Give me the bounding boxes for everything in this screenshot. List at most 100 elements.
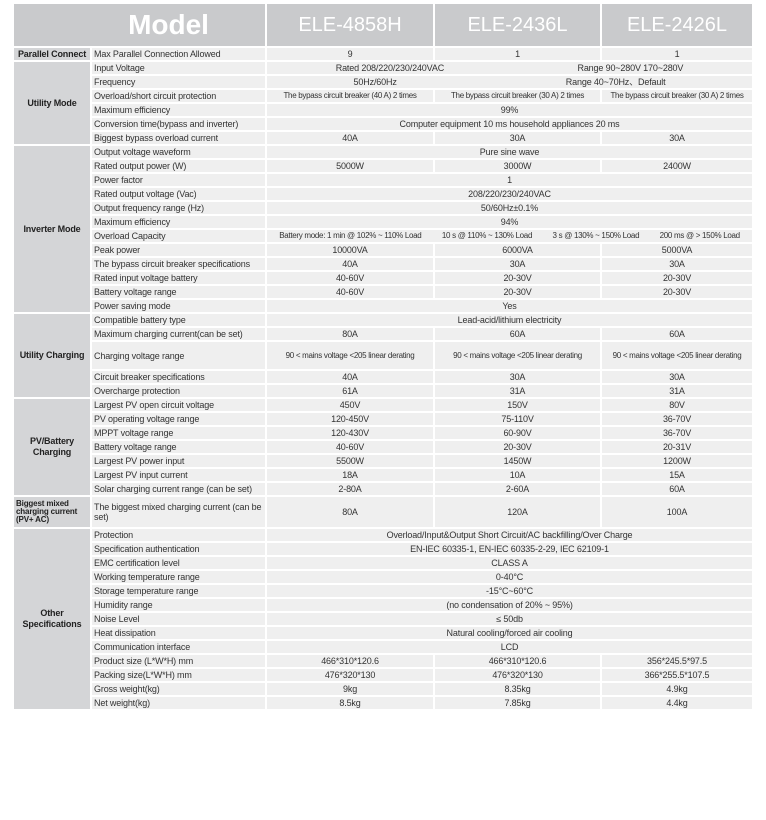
param-label: Battery voltage range <box>89 439 268 455</box>
spec-value: 7.85kg <box>433 695 603 711</box>
spec-value: 90 < mains voltage <205 linear derating <box>265 340 436 371</box>
spec-value: 6000VA <box>433 242 603 258</box>
spec-value: 36-70V <box>600 425 755 441</box>
param-label: Maximum charging current(can be set) <box>89 326 268 342</box>
param-label: Conversion time(bypass and inverter) <box>89 116 268 132</box>
spec-value-merged: Pure sine wave <box>265 144 755 160</box>
spec-value-merged: 0-40°C <box>265 569 755 585</box>
param-label: Circuit breaker specifications <box>89 369 268 385</box>
spec-value: 15A <box>600 467 755 483</box>
spec-value: 31A <box>433 383 603 399</box>
param-label: Largest PV power input <box>89 453 268 469</box>
model-name: ELE-4858H <box>265 2 436 48</box>
param-label: Rated output power (W) <box>89 158 268 174</box>
spec-value: 120A <box>433 495 603 529</box>
table-row: Biggest bypass overload current 40A 30A 30A <box>13 130 755 146</box>
spec-value: 5000VA <box>600 242 755 258</box>
header-row: Model ELE-4858H ELE-2436L ELE-2426L <box>11 2 755 48</box>
spec-value: 466*310*120.6 <box>433 653 603 669</box>
spec-value: 20-30V <box>600 270 755 286</box>
spec-value-merged: 208/220/230/240VAC <box>265 186 755 202</box>
group-label: PV/Battery Charging <box>12 397 92 497</box>
param-label: Rated input voltage battery <box>89 270 268 286</box>
table-row: Humidity range (no condensation of 20% ~ … <box>13 597 755 613</box>
param-label: The biggest mixed charging current (can … <box>89 495 268 529</box>
spec-value: 36-70V <box>600 411 755 427</box>
value-parts: 50Hz/60Hz Range 40~70Hz、Default <box>269 77 750 87</box>
spec-value-merged: 1 <box>265 172 755 188</box>
param-label: Output voltage waveform <box>89 144 268 160</box>
param-label: Noise Level <box>89 611 268 627</box>
value-part: Rated 208/220/230/240VAC <box>335 63 445 73</box>
spec-value: 450V <box>265 397 436 413</box>
spec-value: 2400W <box>600 158 755 174</box>
param-label: MPPT voltage range <box>89 425 268 441</box>
spec-value: 20-30V <box>600 284 755 300</box>
spec-value: 30A <box>433 130 603 146</box>
table-row: Rated input voltage battery 40-60V 20-30V 2… <box>13 270 755 286</box>
table-row: EMC certification level CLASS A <box>13 555 755 571</box>
spec-value: 60-90V <box>433 425 603 441</box>
spec-value: 356*245.5*97.5 <box>600 653 755 669</box>
spec-value: 40-60V <box>265 270 436 286</box>
spec-value: 10A <box>433 467 603 483</box>
spec-value: 1450W <box>433 453 603 469</box>
model-name: ELE-2436L <box>433 2 603 48</box>
table-row: Maximum charging current(can be set) 80A 6… <box>13 326 755 342</box>
group-label: Parallel Connect <box>12 46 92 62</box>
spec-value: 31A <box>600 383 755 399</box>
value-part: 10 s @ 110% ~ 130% Load <box>441 231 533 240</box>
spec-value: 8.5kg <box>265 695 436 711</box>
param-label: Net weight(kg) <box>89 695 268 711</box>
spec-value-merged: ≤ 50db <box>265 611 755 627</box>
spec-value: 30A <box>600 130 755 146</box>
table-row: Overload Capacity Battery mode: 1 min @ 1… <box>13 228 755 244</box>
spec-value: 20-31V <box>600 439 755 455</box>
spec-value: 1200W <box>600 453 755 469</box>
value-part: Range 90~280V 170~280V <box>577 63 684 73</box>
table-row: Noise Level ≤ 50db <box>13 611 755 627</box>
spec-value: 20-30V <box>433 284 603 300</box>
model-name: ELE-2426L <box>600 2 755 48</box>
spec-value: The bypass circuit breaker (30 A) 2 time… <box>433 88 603 104</box>
table-row: Communication interface LCD <box>13 639 755 655</box>
spec-value: 9 <box>265 46 436 62</box>
spec-value: 30A <box>600 256 755 272</box>
spec-value: 4.4kg <box>600 695 755 711</box>
table-row: Battery voltage range 40-60V 20-30V 20-31V <box>13 439 755 455</box>
spec-value: 476*320*130 <box>433 667 603 683</box>
spec-value: 10000VA <box>265 242 436 258</box>
spec-value: 40-60V <box>265 439 436 455</box>
param-label: Overload/short circuit protection <box>89 88 268 104</box>
group-label: Other Specifications <box>12 527 92 711</box>
spec-value: 5500W <box>265 453 436 469</box>
spec-value: 80A <box>265 326 436 342</box>
value-parts: Battery mode: 1 min @ 102% ~ 110% Load 10… <box>269 231 750 241</box>
spec-value: 2-80A <box>265 481 436 497</box>
table-row: Utility Charging Compatible battery type L… <box>12 312 755 399</box>
spec-value-merged: (no condensation of 20% ~ 95%) <box>265 597 755 613</box>
spec-value: 3000W <box>433 158 603 174</box>
param-label: Battery voltage range <box>89 284 268 300</box>
table-row: Utility Mode Input Voltage Rated 208/220/2… <box>12 60 755 146</box>
param-label: Humidity range <box>89 597 268 613</box>
param-label: Compatible battery type <box>89 312 268 328</box>
table-row: Power saving mode Yes <box>13 298 755 314</box>
param-label: Power factor <box>89 172 268 188</box>
param-label: Largest PV input current <box>89 467 268 483</box>
spec-value: 40A <box>265 369 436 385</box>
param-label: Output frequency range (Hz) <box>89 200 268 216</box>
table-row: The bypass circuit breaker specification… <box>13 256 755 272</box>
spec-value: 40-60V <box>265 284 436 300</box>
table-row: Power factor 1 <box>13 172 755 188</box>
param-label: The bypass circuit breaker specification… <box>89 256 268 272</box>
table-row: MPPT voltage range 120-430V 60-90V 36-70V <box>13 425 755 441</box>
table-row: Largest PV power input 5500W 1450W 1200W <box>13 453 755 469</box>
spec-value: 90 < mains voltage <205 linear derating <box>433 340 603 371</box>
spec-value: The bypass circuit breaker (30 A) 2 time… <box>600 88 755 104</box>
table-row: PV/Battery Charging Largest PV open circu… <box>12 397 755 497</box>
param-label: Largest PV open circuit voltage <box>89 397 268 413</box>
param-label: Working temperature range <box>89 569 268 585</box>
value-part: Battery mode: 1 min @ 102% ~ 110% Load <box>279 231 422 240</box>
spec-value: 61A <box>265 383 436 399</box>
